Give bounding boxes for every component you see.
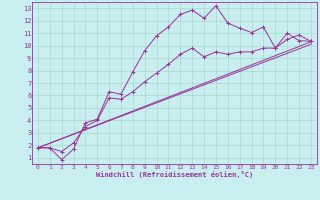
- X-axis label: Windchill (Refroidissement éolien,°C): Windchill (Refroidissement éolien,°C): [96, 171, 253, 178]
